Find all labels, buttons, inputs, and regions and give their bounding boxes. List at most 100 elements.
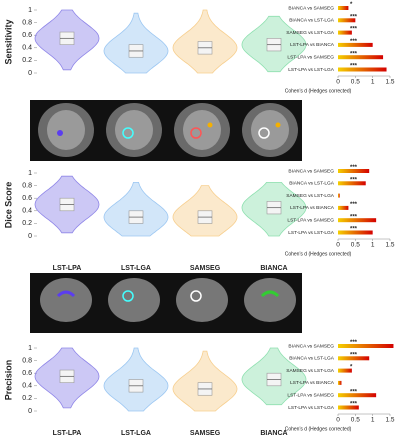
bar-label: SAMSEG vs LST-LGA [286, 368, 335, 374]
significance: *** [350, 165, 358, 171]
violin [103, 12, 169, 74]
bar-label: LST-LPA vs LST-LGA [288, 405, 335, 411]
bar-label: BIANCA vs LST-LGA [289, 356, 335, 362]
y-axis-label: Sensitivity [3, 19, 13, 64]
bar [338, 405, 359, 410]
significance: *** [350, 227, 358, 233]
x-tick-label: 0 [336, 79, 340, 86]
x-tick-label: 1 [371, 417, 375, 424]
x-tick-label: LST-LPA [53, 265, 82, 272]
bar-label: SAMSEG vs LST-LGA [286, 193, 335, 199]
significance: *** [350, 51, 358, 57]
y-axis-label: Precision [3, 360, 13, 401]
bar [338, 169, 370, 173]
bar [338, 55, 384, 60]
x-tick-label: 0.5 [351, 417, 360, 424]
bar-label: LST-LPA vs LST-LGA [288, 230, 335, 236]
bar-label: BIANCA vs SAMSEG [288, 343, 334, 349]
y-tick-label: 0.6 [22, 370, 32, 377]
y-tick-label: 0.6 [22, 32, 32, 39]
bar [338, 42, 373, 47]
significance: *** [350, 39, 358, 45]
significance: *** [350, 177, 358, 183]
mri-axial-strip [30, 100, 302, 161]
x-tick-label: 1 [371, 79, 375, 86]
significance: * [350, 365, 353, 371]
y-tick-label: 1 [28, 345, 32, 352]
significance: *** [350, 202, 358, 208]
x-axis-label: Cohen's d (Hedges corrected) [285, 426, 352, 432]
bar [338, 218, 377, 223]
bar [338, 205, 349, 210]
y-tick-label: 0.8 [22, 182, 32, 189]
x-tick-label: 0.5 [351, 79, 360, 86]
mri-sagittal-strip [30, 273, 302, 333]
significance: * [350, 2, 353, 8]
violin [103, 182, 169, 237]
significance: *** [350, 214, 358, 220]
x-tick-label: 1.5 [385, 242, 394, 249]
x-tick-label: 1.5 [385, 79, 394, 86]
y-tick-label: 1 [28, 170, 32, 177]
bar [338, 344, 394, 348]
y-tick-label: 0.2 [22, 395, 32, 402]
bar-label: LST-LPA vs SAMSEG [287, 54, 334, 60]
bar [338, 393, 377, 398]
x-tick-label: SAMSEG [190, 265, 221, 272]
y-tick-label: 1 [28, 7, 32, 14]
x-tick-label: LST-LGA [121, 265, 151, 272]
x-tick-label: LST-LGA [121, 430, 151, 437]
significance: *** [350, 64, 358, 70]
bar-label: LST-LPA vs LST-LGA [288, 67, 335, 73]
x-tick-label: LST-LPA [53, 430, 82, 437]
bar-label: LST-LPA vs BIANCA [290, 42, 335, 48]
bar-label: BIANCA vs LST-LGA [289, 18, 335, 24]
y-tick-label: 0.2 [22, 220, 32, 227]
y-tick-label: 0.4 [22, 383, 32, 390]
x-axis-label: Cohen's d (Hedges corrected) [285, 88, 352, 94]
x-tick-label: 0 [336, 417, 340, 424]
y-tick-label: 0.6 [22, 195, 32, 202]
bar-label: SAMSEG vs LST-LGA [286, 30, 335, 36]
bar [338, 181, 366, 186]
significance: *** [350, 14, 358, 20]
x-tick-label: 0 [336, 242, 340, 249]
bar [338, 30, 352, 35]
y-tick-label: 0.8 [22, 357, 32, 364]
y-tick-label: 0.4 [22, 45, 32, 52]
significance: *** [350, 389, 358, 395]
bar [338, 67, 387, 72]
x-tick-label: 0.5 [351, 242, 360, 249]
x-tick-label: 1 [371, 242, 375, 249]
bar-label: LST-LPA vs BIANCA [290, 380, 335, 386]
significance: *** [350, 27, 358, 33]
y-tick-label: 0 [28, 70, 32, 77]
significance: *** [350, 352, 358, 358]
x-tick-label: BIANCA [260, 430, 287, 437]
bar-label: LST-LPA vs SAMSEG [287, 217, 334, 223]
bar-label: BIANCA vs LST-LGA [289, 181, 335, 187]
bar-label: LST-LPA vs SAMSEG [287, 392, 334, 398]
x-tick-label: SAMSEG [190, 430, 221, 437]
bar [338, 6, 349, 10]
bar-label: BIANCA vs SAMSEG [288, 168, 334, 174]
significance: *** [350, 340, 358, 346]
x-tick-label: 1.5 [385, 417, 394, 424]
violin [172, 350, 238, 412]
y-tick-label: 0.8 [22, 19, 32, 26]
bar [338, 380, 342, 385]
y-axis-label: Dice Score [3, 182, 13, 229]
bar [338, 368, 352, 373]
bar [338, 230, 373, 235]
x-tick-label: BIANCA [260, 265, 287, 272]
bar [338, 356, 370, 361]
significance: *** [350, 402, 358, 408]
x-axis-label: Cohen's d (Hedges corrected) [285, 251, 352, 257]
y-tick-label: 0.4 [22, 208, 32, 215]
bar [338, 18, 356, 23]
bar [338, 193, 340, 198]
y-tick-label: 0 [28, 233, 32, 240]
y-tick-label: 0.2 [22, 57, 32, 64]
bar-label: BIANCA vs SAMSEG [288, 5, 334, 11]
